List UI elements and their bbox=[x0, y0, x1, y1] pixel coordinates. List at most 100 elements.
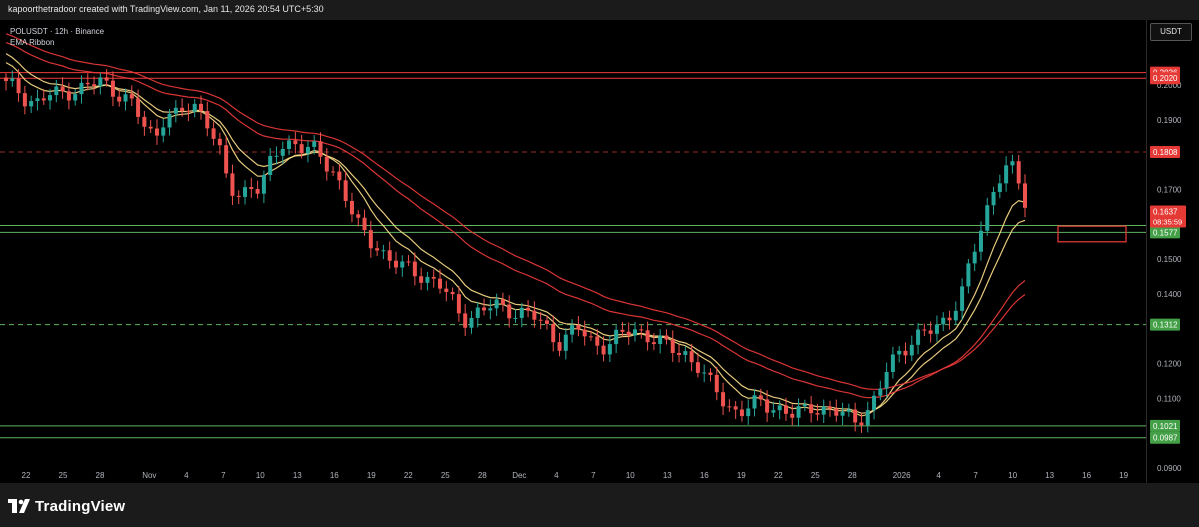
x-tick-label: 16 bbox=[700, 471, 709, 480]
x-tick-label: 22 bbox=[22, 471, 31, 480]
candle bbox=[456, 294, 461, 314]
candle bbox=[29, 101, 34, 107]
candle bbox=[287, 140, 292, 149]
chart-legend: POLUSDT · 12h · Binance EMA Ribbon bbox=[10, 26, 104, 48]
candle bbox=[802, 404, 807, 407]
candle bbox=[217, 138, 222, 146]
candle bbox=[658, 335, 663, 345]
currency-button[interactable]: USDT bbox=[1150, 23, 1192, 41]
x-tick-label: 28 bbox=[96, 471, 105, 480]
candle bbox=[236, 195, 241, 197]
candle bbox=[4, 77, 8, 82]
x-tick-label: 4 bbox=[554, 471, 559, 480]
x-tick-label: 10 bbox=[1008, 471, 1017, 480]
ema-ribbon-line bbox=[5, 53, 1026, 414]
candle bbox=[551, 323, 556, 343]
candle bbox=[66, 91, 71, 101]
candle bbox=[834, 408, 839, 416]
candle bbox=[916, 329, 921, 345]
candle bbox=[261, 174, 266, 194]
candle bbox=[79, 82, 84, 95]
candle bbox=[714, 374, 719, 393]
candle bbox=[872, 395, 877, 411]
x-tick-label: 4 bbox=[184, 471, 189, 480]
chart-area[interactable]: 22 25 28 Nov 4 7 10 13 16 19 22 25 28 Dec 4 7 10 13 16 19 22… bbox=[0, 20, 1146, 483]
candle bbox=[431, 276, 436, 279]
price-axis[interactable]: 0.2000 0.1900 0.1700 0.1500 0.1400 0.1200 0.11… bbox=[1146, 20, 1199, 483]
price-badge-label: 0.1808 bbox=[1153, 148, 1178, 157]
candle bbox=[538, 319, 543, 321]
x-tick-label: Dec bbox=[512, 471, 526, 480]
ema-ribbon-line bbox=[5, 33, 1026, 390]
candle bbox=[972, 251, 977, 264]
candle bbox=[393, 260, 398, 268]
candle bbox=[324, 156, 329, 172]
candle bbox=[450, 291, 455, 295]
price-badge-label: 0.2020 bbox=[1153, 74, 1178, 83]
candle bbox=[840, 411, 845, 416]
ema-ribbon-line bbox=[5, 42, 1026, 399]
candle bbox=[633, 329, 638, 336]
candle bbox=[790, 413, 795, 418]
candle bbox=[570, 325, 575, 335]
candle bbox=[614, 329, 619, 345]
candle bbox=[41, 98, 46, 101]
candle bbox=[381, 250, 386, 252]
candle bbox=[148, 126, 153, 129]
x-tick-label: 19 bbox=[367, 471, 376, 480]
candle bbox=[884, 371, 889, 389]
candle bbox=[356, 214, 361, 218]
candle bbox=[419, 276, 424, 283]
candle bbox=[746, 408, 751, 417]
candle bbox=[255, 189, 260, 194]
candle bbox=[796, 406, 801, 418]
candle bbox=[35, 98, 40, 102]
candle bbox=[620, 329, 625, 332]
target-zone-box bbox=[1057, 225, 1127, 243]
price-chart[interactable]: 22 25 28 Nov 4 7 10 13 16 19 22 25 28 Dec 4 7 10 13 16 19 22… bbox=[0, 20, 1146, 483]
x-tick-label: 13 bbox=[1045, 471, 1054, 480]
candle bbox=[98, 77, 103, 87]
candle bbox=[494, 299, 499, 309]
x-tick-label: 19 bbox=[1119, 471, 1128, 480]
candle bbox=[771, 410, 776, 413]
candle bbox=[305, 146, 310, 154]
price-badge bbox=[1150, 419, 1180, 432]
candle bbox=[934, 324, 939, 334]
tradingview-logo[interactable]: TradingView bbox=[8, 497, 125, 515]
candle bbox=[293, 140, 298, 145]
candle bbox=[878, 388, 883, 396]
x-tick-label: 2026 bbox=[893, 471, 911, 480]
candle bbox=[243, 187, 248, 197]
candle bbox=[689, 351, 694, 363]
candle bbox=[274, 155, 279, 157]
candle bbox=[859, 422, 864, 426]
y-tick-label: 0.1400 bbox=[1157, 290, 1182, 299]
ema-ribbon-line bbox=[5, 62, 1026, 417]
candle bbox=[463, 313, 468, 328]
price-badge bbox=[1150, 146, 1180, 159]
y-tick-label: 0.2000 bbox=[1157, 81, 1182, 90]
candle bbox=[947, 317, 952, 321]
candle bbox=[318, 141, 323, 157]
price-badge-label: 0.1577 bbox=[1153, 228, 1178, 237]
candle bbox=[639, 329, 644, 331]
candle bbox=[607, 344, 612, 355]
candle bbox=[544, 320, 549, 324]
candle bbox=[425, 276, 430, 283]
candle bbox=[136, 98, 141, 117]
candle bbox=[180, 107, 185, 112]
candle bbox=[953, 310, 958, 321]
x-tick-label: 16 bbox=[1082, 471, 1091, 480]
candle bbox=[337, 171, 342, 181]
candle bbox=[412, 261, 417, 277]
candle bbox=[299, 144, 304, 154]
candle bbox=[249, 187, 254, 190]
y-tick-label: 0.1500 bbox=[1157, 255, 1182, 264]
candle bbox=[331, 171, 336, 173]
candle bbox=[828, 406, 833, 409]
x-tick-label: 7 bbox=[221, 471, 226, 480]
candle bbox=[733, 406, 738, 410]
candle bbox=[966, 263, 971, 287]
price-badge bbox=[1150, 72, 1180, 85]
